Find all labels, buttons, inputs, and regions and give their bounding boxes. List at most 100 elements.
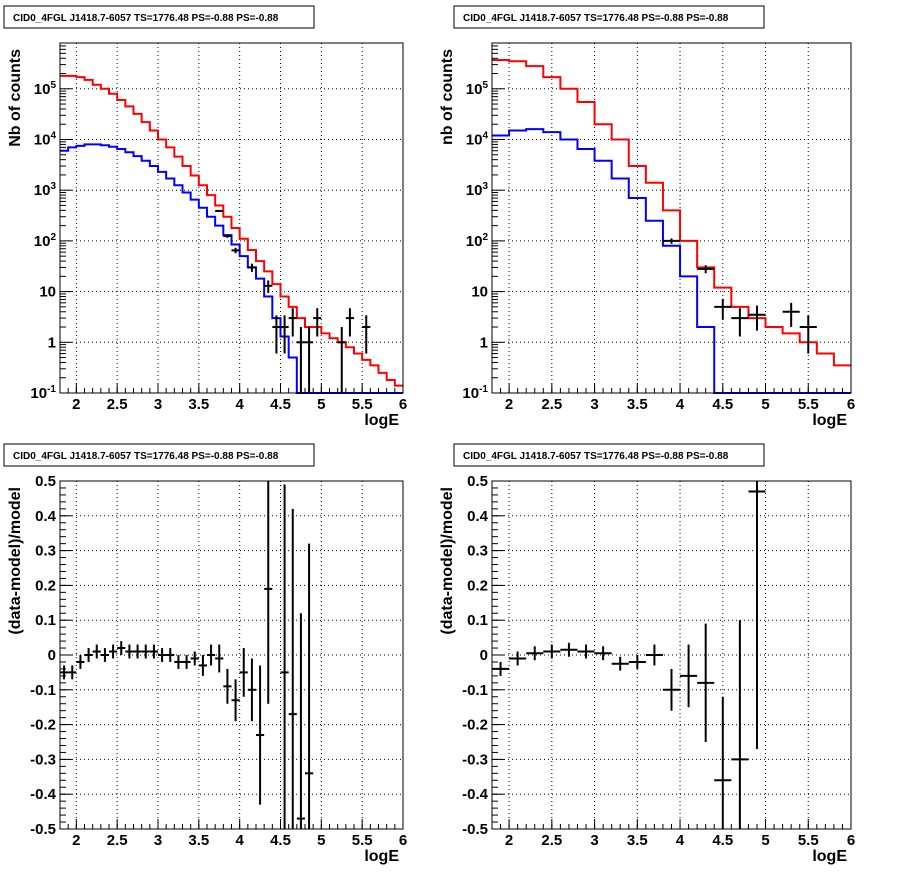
y-tick-label: -0.4 xyxy=(30,786,57,803)
data-point xyxy=(731,308,749,337)
chart-title: CID0_4FGL J1418.7-6057 TS=1776.48 PS=-0.… xyxy=(13,451,279,462)
x-tick-label: 3 xyxy=(154,832,162,849)
y-axis-label: nb of counts xyxy=(439,49,456,145)
y-tick-label: 10-1 xyxy=(30,384,56,402)
data-point xyxy=(133,644,142,659)
data-point xyxy=(296,327,305,393)
data-point xyxy=(264,481,273,704)
data-point xyxy=(296,613,305,829)
y-tick-label: 0.5 xyxy=(35,473,56,490)
chart-panel-3: CID0_4FGL J1418.7-6057 TS=1776.48 PS=-0.… xyxy=(3,443,407,865)
data-point xyxy=(628,655,646,669)
data-point xyxy=(223,234,232,238)
data-point xyxy=(731,620,749,829)
y-tick-label: -0.5 xyxy=(30,821,56,838)
data-point xyxy=(231,679,240,722)
chart-title-box xyxy=(453,5,765,29)
data-point xyxy=(198,655,207,676)
data-point xyxy=(190,651,199,666)
y-tick-label: -0.5 xyxy=(462,821,488,838)
x-tick-label: 5 xyxy=(317,396,325,413)
y-tick-label: 105 xyxy=(466,80,489,98)
x-tick-label: 6 xyxy=(847,832,855,849)
data-point xyxy=(509,651,527,666)
y-tick-label: 1 xyxy=(480,334,488,351)
data-point xyxy=(280,315,289,354)
x-tick-label: 4 xyxy=(676,832,685,849)
data-point xyxy=(697,265,715,274)
y-tick-label: 0.3 xyxy=(35,543,56,560)
data-point xyxy=(264,280,273,293)
data-point xyxy=(166,648,175,662)
data-point xyxy=(305,327,314,393)
data-point xyxy=(100,648,109,662)
data-point xyxy=(594,646,612,661)
x-tick-label: 2.5 xyxy=(541,396,562,413)
data-point xyxy=(68,665,77,680)
y-tick-label: 103 xyxy=(34,181,57,199)
model-source-histogram xyxy=(60,143,403,394)
chart-title-box xyxy=(3,443,315,467)
data-point xyxy=(492,661,510,676)
data-point xyxy=(313,308,322,337)
data-point xyxy=(76,655,85,669)
data-point xyxy=(109,644,118,659)
data-point xyxy=(577,644,595,659)
data-point xyxy=(560,642,578,657)
x-tick-label: 5.5 xyxy=(798,396,819,413)
data-point xyxy=(305,543,314,829)
x-tick-label: 4 xyxy=(676,396,685,413)
data-point xyxy=(697,623,715,742)
data-point xyxy=(174,655,183,669)
x-tick-label: 2 xyxy=(72,832,80,849)
y-tick-label: 0.3 xyxy=(467,543,488,560)
y-tick-label: 0 xyxy=(48,647,56,664)
x-tick-label: 3.5 xyxy=(627,396,648,413)
data-point xyxy=(60,665,69,680)
data-point xyxy=(158,648,167,662)
data-point xyxy=(207,644,216,666)
x-tick-label: 5.5 xyxy=(798,832,819,849)
y-tick-label: 0.5 xyxy=(467,473,488,490)
data-point xyxy=(280,484,289,829)
y-axis-label: (data-model)/model xyxy=(7,487,24,635)
plot-frame xyxy=(59,42,404,394)
plot-frame xyxy=(491,42,852,394)
x-axis-label: logE xyxy=(364,412,399,429)
x-tick-label: 3 xyxy=(590,832,598,849)
y-tick-label: 0 xyxy=(480,647,488,664)
x-tick-label: 4.5 xyxy=(712,396,733,413)
y-tick-label: 0.2 xyxy=(35,577,56,594)
y-tick-label: 1 xyxy=(48,334,56,351)
y-tick-label: 0.4 xyxy=(35,508,57,525)
model-source-histogram xyxy=(492,128,851,394)
data-point xyxy=(272,315,281,354)
data-point xyxy=(256,665,265,805)
model-total-histogram xyxy=(60,74,403,387)
x-tick-label: 4.5 xyxy=(712,832,733,849)
data-point xyxy=(362,315,371,354)
x-tick-label: 2.5 xyxy=(107,396,128,413)
x-tick-label: 4.5 xyxy=(270,832,291,849)
data-point xyxy=(611,656,629,671)
data-point xyxy=(247,263,256,272)
chart-panel-1: CID0_4FGL J1418.7-6057 TS=1776.48 PS=-0.… xyxy=(3,5,407,429)
x-tick-label: 3.5 xyxy=(188,832,209,849)
data-point xyxy=(748,305,766,331)
x-tick-label: 3 xyxy=(154,396,162,413)
y-tick-label: 103 xyxy=(466,181,489,199)
chart-panel-4: CID0_4FGL J1418.7-6057 TS=1776.48 PS=-0.… xyxy=(439,443,855,865)
y-tick-label: 10 xyxy=(39,284,56,301)
x-axis-label: logE xyxy=(812,412,847,429)
x-tick-label: 6 xyxy=(847,396,855,413)
y-tick-label: -0.1 xyxy=(462,682,488,699)
y-tick-label: 10-1 xyxy=(462,384,488,402)
x-axis-label: logE xyxy=(364,848,399,865)
data-point xyxy=(288,508,297,829)
data-point xyxy=(223,668,232,704)
data-point xyxy=(92,644,101,659)
data-point xyxy=(141,644,150,659)
data-point xyxy=(149,644,158,659)
x-tick-label: 2 xyxy=(72,396,80,413)
data-point xyxy=(84,648,93,662)
